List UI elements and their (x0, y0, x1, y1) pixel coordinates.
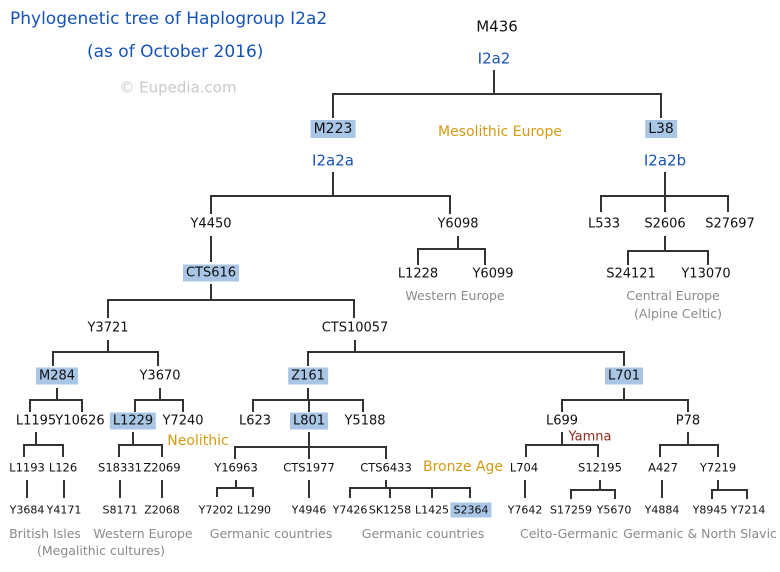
node-m223-highlighted: M223 (310, 120, 356, 138)
node-m284-highlighted: M284 (35, 367, 79, 385)
node-l704: L704 (509, 460, 539, 475)
diagram-title: Phylogenetic tree of Haplogroup I2a2 (10, 9, 328, 29)
node-s2364-highlighted: S2364 (450, 502, 492, 518)
region-label: Germanic & North Slavic (623, 525, 777, 541)
node-l1425: L1425 (414, 503, 450, 517)
diagram-subtitle: (as of October 2016) (87, 42, 264, 62)
node-y4450: Y4450 (190, 216, 232, 232)
node-y3721: Y3721 (87, 320, 129, 336)
node-y8945: Y8945 (692, 503, 728, 517)
period-label-mesolithic: Mesolithic Europe (438, 124, 562, 140)
watermark: © Eupedia.com (119, 78, 237, 97)
node-l126: L126 (48, 460, 78, 475)
node-y4171: Y4171 (46, 503, 82, 517)
node-cts616-highlighted: CTS616 (182, 264, 240, 282)
node-y3684: Y3684 (9, 503, 45, 517)
node-y4946: Y4946 (291, 503, 327, 517)
haplogroup-label-i2a2: I2a2 (477, 49, 511, 68)
region-label: Western Europe (93, 525, 193, 541)
region-label: Germanic countries (361, 525, 485, 541)
node-l1290: L1290 (236, 503, 272, 517)
node-l699: L699 (545, 413, 579, 429)
node-l701-highlighted: L701 (604, 367, 644, 385)
region-label: Western Europe (405, 287, 505, 303)
region-label: British Isles (9, 525, 81, 541)
node-y6099: Y6099 (472, 266, 514, 282)
region-label: (Alpine Celtic) (634, 305, 722, 321)
node-m436: M436 (476, 17, 518, 36)
node-l533: L533 (587, 216, 621, 232)
node-y6098: Y6098 (437, 216, 479, 232)
node-z2068: Z2068 (144, 503, 180, 517)
node-a427: A427 (648, 460, 678, 475)
node-s12195: S12195 (578, 460, 622, 475)
node-cts6433: CTS6433 (360, 460, 412, 475)
node-y7219: Y7219 (699, 460, 737, 475)
node-y5188: Y5188 (344, 413, 386, 429)
node-s24121: S24121 (606, 266, 656, 282)
node-z161-highlighted: Z161 (288, 367, 328, 385)
node-y7202: Y7202 (198, 503, 234, 517)
node-cts1977: CTS1977 (283, 460, 335, 475)
node-y7240: Y7240 (162, 413, 204, 429)
node-y16963: Y16963 (214, 460, 258, 475)
node-y7426: Y7426 (332, 503, 368, 517)
node-l801-highlighted: L801 (289, 412, 329, 430)
period-label-yamna: Yamna (568, 429, 612, 445)
haplogroup-label-i2a2a: I2a2a (312, 151, 354, 170)
node-cts10057: CTS10057 (321, 320, 389, 336)
node-y13070: Y13070 (681, 266, 731, 282)
node-s18331: S18331 (98, 460, 142, 475)
region-label: (Megalithic cultures) (36, 542, 166, 558)
node-s27697: S27697 (705, 216, 755, 232)
region-label: Celto-Germanic (519, 525, 619, 541)
node-y7214: Y7214 (730, 503, 766, 517)
node-y10626: Y10626 (55, 413, 105, 429)
node-s17259: S17259 (550, 503, 592, 517)
node-y3670: Y3670 (139, 368, 181, 384)
period-label-bronze-age: Bronze Age (423, 459, 503, 475)
region-label: Central Europe (626, 287, 720, 303)
node-s8171: S8171 (102, 503, 138, 517)
node-l1195: L1195 (15, 413, 57, 429)
node-p78: P78 (675, 413, 701, 429)
node-s2606: S2606 (644, 216, 686, 232)
node-l623: L623 (238, 413, 272, 429)
node-l1228: L1228 (397, 266, 439, 282)
node-y7642: Y7642 (507, 503, 543, 517)
node-y5670: Y5670 (596, 503, 632, 517)
node-y4884: Y4884 (644, 503, 680, 517)
period-label-neolithic: Neolithic (167, 433, 229, 449)
node-l1193: L1193 (9, 460, 45, 475)
node-sk1258: SK1258 (368, 503, 412, 517)
region-label: Germanic countries (209, 525, 333, 541)
node-l1229-highlighted: L1229 (109, 412, 157, 430)
haplogroup-label-i2a2b: I2a2b (643, 151, 687, 170)
node-l38-highlighted: L38 (645, 120, 677, 138)
node-z2069: Z2069 (143, 460, 181, 475)
